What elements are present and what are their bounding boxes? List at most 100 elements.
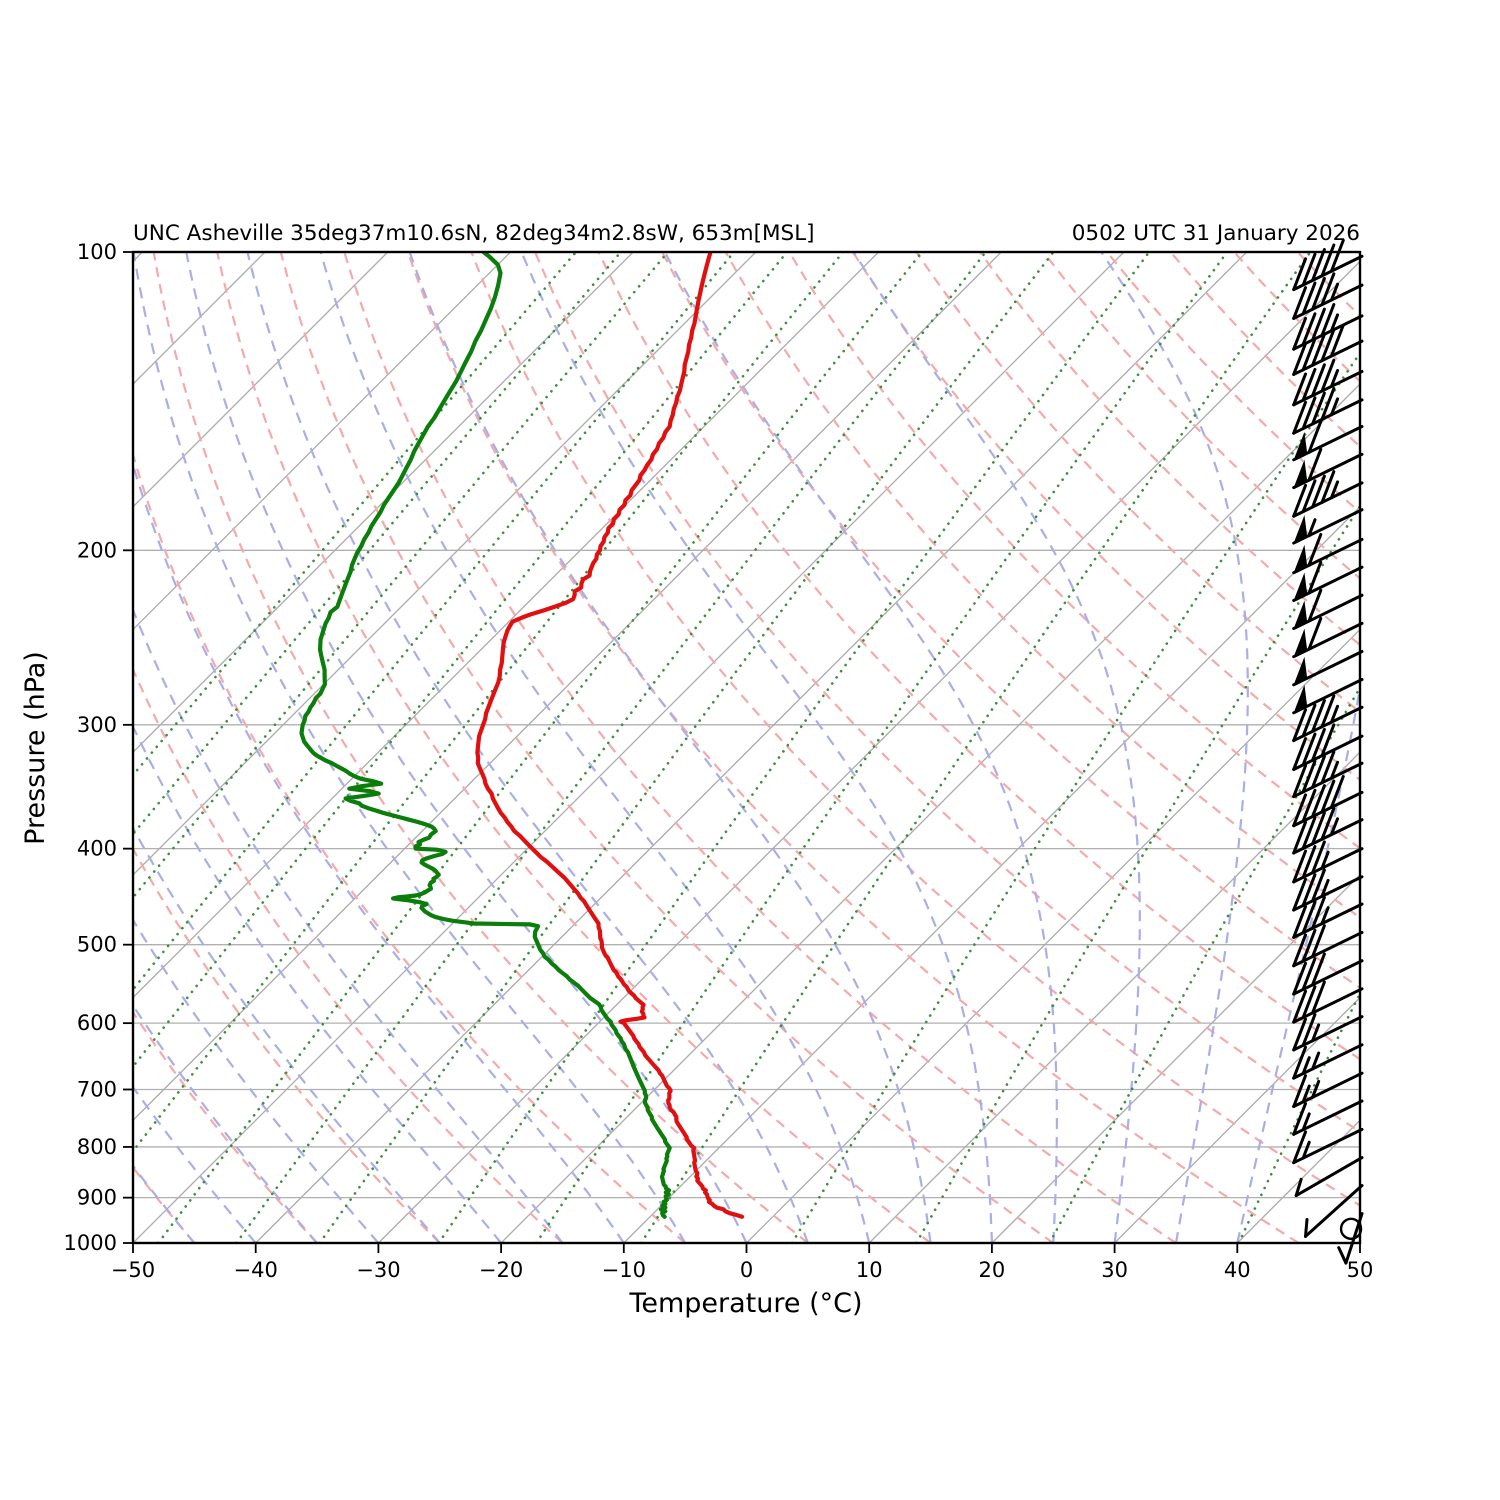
- wind-barb: [1292, 420, 1364, 462]
- barb-full: [1292, 764, 1308, 799]
- barb-half: [1329, 282, 1340, 302]
- barb-full: [1311, 980, 1326, 1015]
- x-tick-label: −20: [479, 1258, 523, 1282]
- barb-full: [1301, 928, 1317, 963]
- isotherm-line: [500, 383, 1360, 1243]
- title-right: 0502 UTC 31 January 2026: [1072, 221, 1360, 246]
- barb-full: [1292, 708, 1308, 743]
- mixing-ratio-line: [535, 252, 1229, 1243]
- barb-full: [1292, 905, 1308, 939]
- moist-adiabat-line: [133, 252, 687, 1243]
- barb-full: [1301, 900, 1317, 935]
- barb-full: [1292, 793, 1308, 828]
- barb-staff: [1292, 508, 1364, 545]
- barb-full: [1292, 877, 1308, 912]
- barb-full: [1329, 323, 1345, 358]
- wind-barb: [1304, 1184, 1364, 1238]
- barb-pennant: [1293, 628, 1308, 657]
- mixing-ratio-lines: [133, 252, 1360, 1243]
- barb-full: [1301, 281, 1317, 316]
- barb-full: [1320, 470, 1336, 504]
- barb-full: [1320, 243, 1336, 278]
- barb-half: [1307, 518, 1317, 538]
- barb-full: [1307, 588, 1323, 623]
- wind-barb: [1292, 508, 1364, 545]
- moist-adiabat-line: [133, 917, 380, 1243]
- barb-full: [1311, 811, 1326, 846]
- barb-half: [1329, 704, 1340, 724]
- barb-full: [1320, 358, 1336, 393]
- barb-full: [1292, 961, 1308, 996]
- barb-full: [1311, 952, 1326, 987]
- barb-full: [1292, 849, 1308, 884]
- barb-full: [1292, 1102, 1308, 1136]
- y-tick-label: 800: [77, 1135, 117, 1159]
- barb-full: [1320, 303, 1336, 337]
- barb-half: [1329, 480, 1340, 500]
- mixing-ratio-line: [133, 252, 845, 1154]
- barb-full: [1311, 868, 1326, 903]
- x-tick-label: 20: [979, 1258, 1006, 1282]
- dry-adiabat-line: [724, 252, 1360, 919]
- barb-full: [1307, 532, 1323, 567]
- moist-adiabat-line: [185, 252, 748, 1243]
- barb-half: [1304, 1217, 1309, 1238]
- wind-barb: [1292, 980, 1364, 1024]
- barb-full: [1320, 723, 1336, 758]
- barb-full: [1292, 372, 1308, 407]
- barb-full: [1311, 391, 1326, 426]
- moist-adiabat-line: [133, 825, 441, 1243]
- dewpoint-curve: [299, 252, 672, 1219]
- isotherm-line: [133, 252, 389, 508]
- dry-adiabat-line: [915, 252, 1360, 714]
- moist-adiabat-line: [852, 252, 1141, 1243]
- y-tick-label: 700: [77, 1077, 117, 1101]
- wind-barb: [1292, 1099, 1364, 1136]
- mixing-ratio-line: [235, 252, 987, 1243]
- barb-full: [1301, 788, 1317, 823]
- barb-staff: [1304, 1184, 1364, 1238]
- y-tick-label: 500: [77, 933, 117, 957]
- pressure-gridlines: [133, 251, 1360, 1244]
- barb-full: [1301, 957, 1317, 991]
- mixing-ratio-line: [133, 252, 578, 778]
- isotherm-line: [133, 252, 757, 876]
- isotherm-line: [1236, 1119, 1360, 1243]
- mixing-ratio-line: [437, 252, 1151, 1243]
- title-left: UNC Asheville 35deg37m10.6sN, 82deg34m2.…: [133, 221, 815, 246]
- wind-barb: [1292, 470, 1364, 518]
- wind-barb: [1292, 895, 1364, 939]
- dry-adiabat-line: [133, 846, 441, 1243]
- barb-full: [1311, 699, 1326, 733]
- barb-full: [1301, 732, 1317, 767]
- mixing-ratio-line: [915, 503, 1360, 1243]
- barb-half: [1337, 1246, 1348, 1265]
- wind-barb: [1292, 694, 1364, 743]
- barb-full: [1292, 1045, 1308, 1080]
- barb-full: [1292, 1074, 1308, 1109]
- x-tick-label: 30: [1101, 1258, 1128, 1282]
- barb-full: [1320, 779, 1336, 814]
- y-tick-label: 400: [77, 837, 117, 861]
- barb-full: [1311, 276, 1326, 311]
- y-tick-label: 600: [77, 1011, 117, 1035]
- barb-staff: [1292, 452, 1364, 490]
- barb-full: [1307, 420, 1323, 454]
- barb-full: [1301, 759, 1317, 794]
- barb-half: [1329, 760, 1340, 780]
- moist-adiabat-line: [319, 252, 871, 1243]
- isotherm-line: [1359, 1242, 1360, 1243]
- barb-full: [1292, 483, 1308, 518]
- x-axis-ticks: −50 −40 −30 −20 −10 0 10 20 30 40 50: [111, 1243, 1373, 1282]
- barb-half: [1294, 1177, 1303, 1198]
- isotherm-line: [133, 252, 1002, 1122]
- barb-full: [1292, 257, 1308, 292]
- wind-barb: [1292, 723, 1364, 771]
- x-tick-label: 40: [1224, 1258, 1251, 1282]
- barb-full: [1320, 694, 1336, 729]
- isotherm-line: [255, 252, 1248, 1243]
- barb-full: [1311, 727, 1326, 762]
- dry-adiabat-line: [470, 252, 1360, 1207]
